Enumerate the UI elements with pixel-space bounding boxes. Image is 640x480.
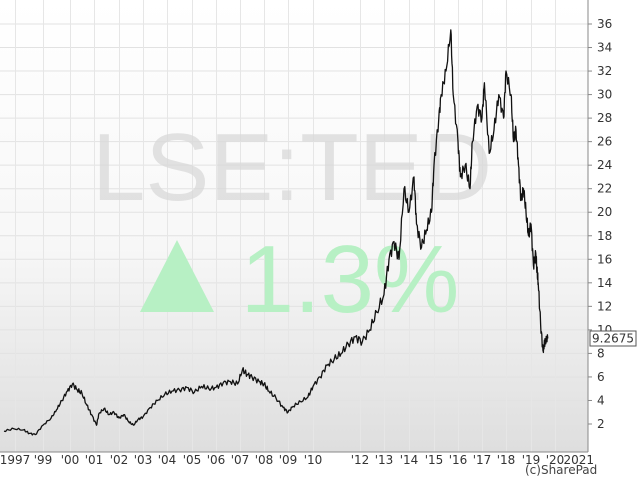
x-tick-label: '18: [497, 453, 516, 467]
x-tick-label: '09: [279, 453, 298, 467]
x-tick-label: '19: [522, 453, 541, 467]
credit-label: (c)SharePad: [525, 463, 597, 477]
x-tick-label: 2021: [563, 453, 594, 467]
y-tick-label: 6: [597, 370, 605, 384]
last-value-tag: 9.2675: [589, 330, 637, 347]
x-tick-label: '15: [425, 453, 444, 467]
x-tick-label: '12: [351, 453, 370, 467]
y-tick-label: 34: [597, 41, 612, 55]
up-arrow-icon: [140, 240, 214, 312]
y-tick-label: 16: [597, 252, 612, 266]
x-tick-label: '00: [61, 453, 80, 467]
x-axis: 1997 '99 '00 '01 '02 '03 '04 '05 '06 '07 '08 '09 '10…: [0, 453, 594, 467]
price-series-line: [3, 29, 549, 436]
change-percent: 1.3%: [241, 226, 460, 333]
y-tick-label: 28: [597, 111, 612, 125]
x-tick-label: '02: [110, 453, 129, 467]
y-tick-label: 4: [597, 393, 605, 407]
last-value-label: 9.2675: [592, 332, 634, 346]
ticker-watermark: LSE:TED: [92, 114, 492, 221]
y-tick-label: 32: [597, 64, 612, 78]
x-tick-label: '08: [255, 453, 274, 467]
x-tick-label: '10: [304, 453, 323, 467]
x-tick-label: '03: [134, 453, 153, 467]
y-tick-label: 20: [597, 205, 612, 219]
x-tick-label: '20: [546, 453, 565, 467]
y-tick-label: 30: [597, 88, 612, 102]
x-tick-label: '99: [34, 453, 53, 467]
x-tick-label: '07: [231, 453, 250, 467]
y-tick-label: 14: [597, 276, 612, 290]
x-tick-label: 1997: [0, 453, 30, 467]
y-tick-label: 26: [597, 135, 612, 149]
x-tick-label: '13: [375, 453, 394, 467]
grid-lines: [0, 0, 588, 452]
y-tick-label: 8: [597, 346, 605, 360]
x-tick-label: '04: [158, 453, 177, 467]
y-tick-label: 12: [597, 299, 612, 313]
x-tick-label: '05: [183, 453, 202, 467]
x-tick-label: '17: [473, 453, 492, 467]
y-tick-label: 22: [597, 182, 612, 196]
x-tick-label: '06: [207, 453, 226, 467]
y-tick-label: 24: [597, 158, 612, 172]
y-tick-label: 2: [597, 417, 605, 431]
x-tick-label: '16: [449, 453, 468, 467]
y-tick-label: 18: [597, 229, 612, 243]
x-tick-label: '14: [400, 453, 419, 467]
y-tick-label: 36: [597, 17, 612, 31]
x-tick-label: '01: [85, 453, 104, 467]
